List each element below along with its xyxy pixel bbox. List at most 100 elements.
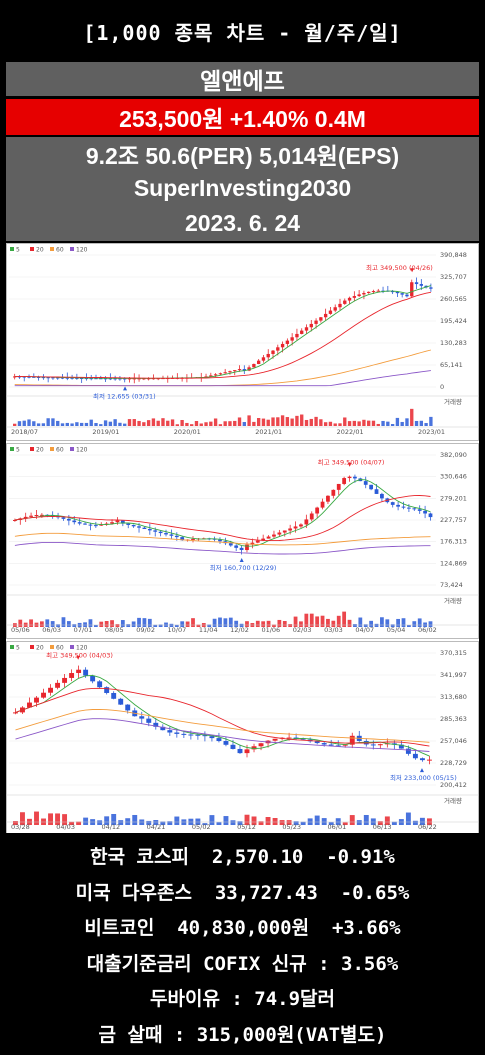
x-tick-label: 01/06 (261, 626, 280, 634)
candle (72, 520, 77, 523)
volume-bar (118, 422, 122, 426)
legend-swatch-ma60 (50, 645, 54, 649)
candle (250, 542, 255, 545)
candle (266, 536, 271, 539)
candle (132, 378, 136, 380)
candle (309, 513, 314, 520)
x-tick-label: 2019/01 (92, 428, 119, 436)
volume-bar (237, 821, 243, 825)
volume-bar (104, 816, 110, 825)
candle (293, 526, 298, 529)
volume-bar (191, 618, 195, 627)
candle (147, 529, 152, 531)
high-marker (410, 268, 415, 273)
candle (347, 476, 352, 479)
volume-bar (363, 814, 369, 825)
candle (252, 363, 256, 368)
volume-bar (353, 624, 357, 627)
volume-bar (204, 422, 208, 426)
candle (338, 303, 342, 308)
candle (261, 538, 266, 541)
legend-label-ma120: 120 (76, 447, 88, 454)
candle (104, 687, 110, 693)
candle (32, 376, 36, 378)
legend-label-ma5: 5 (16, 447, 20, 454)
volume-bar (158, 624, 163, 627)
candle (288, 528, 293, 531)
x-tick-label: 10/07 (168, 626, 187, 634)
charts-svg: 5 20 60 120 390,848 325,707 260,565 195,424 130,… (6, 243, 479, 833)
candle (271, 350, 275, 354)
candle (83, 669, 89, 676)
volume-bar (17, 421, 22, 426)
candle (223, 741, 229, 745)
candle (423, 510, 427, 514)
volume-bar (108, 421, 113, 426)
candle (110, 522, 114, 524)
volume-bar (153, 820, 159, 825)
volume-bar (309, 613, 314, 627)
candle (407, 507, 411, 509)
candle (239, 547, 244, 551)
low-marker (419, 768, 424, 773)
candle (331, 489, 336, 496)
candle (410, 282, 414, 297)
x-tick-label: 06/03 (42, 626, 61, 634)
candle (400, 293, 404, 295)
candle (90, 675, 96, 682)
candle (300, 330, 304, 334)
candle (56, 377, 60, 379)
volume-bar (321, 818, 327, 825)
candle (89, 378, 93, 380)
candle (419, 284, 423, 286)
candle (188, 734, 194, 736)
ma-line-ma20 (15, 687, 430, 747)
volume-bar (328, 421, 333, 426)
low-annotation: 최저 12,655 (03/31) (93, 391, 156, 400)
volume-bar (391, 821, 397, 825)
volume-bar (110, 620, 114, 627)
volume-bar (400, 421, 404, 426)
volume-bar (118, 820, 124, 825)
candle (414, 282, 419, 285)
candle (218, 373, 223, 375)
candle (352, 296, 357, 298)
y-tick-label: 341,997 (440, 671, 467, 679)
candle (326, 495, 330, 502)
volume-bar (412, 621, 417, 627)
volume-bar (180, 419, 184, 426)
candle (41, 377, 46, 379)
y-tick-label: 200,412 (440, 781, 467, 789)
candle (293, 737, 299, 739)
volume-bar (363, 624, 368, 627)
volume-bar (41, 423, 46, 426)
candle (362, 292, 366, 295)
volume-bar (13, 821, 18, 825)
candle (27, 702, 32, 708)
candle (23, 516, 28, 519)
candle (22, 376, 26, 378)
candle (66, 518, 71, 521)
legend-swatch-ma120 (70, 447, 74, 451)
volume-bar (300, 821, 306, 825)
candle (401, 506, 406, 508)
volume-bar (381, 420, 385, 426)
candle (266, 353, 270, 358)
volume-bar (331, 620, 336, 627)
candle (349, 735, 355, 745)
volume-bar (371, 420, 376, 426)
volume-bar (56, 624, 60, 627)
volume-bar (48, 813, 53, 825)
legend-swatch-ma20 (30, 447, 34, 451)
volume-bar (161, 418, 165, 426)
legend-swatch-ma5 (10, 645, 14, 649)
y-tick-label: 370,315 (440, 649, 467, 657)
candle (370, 744, 376, 746)
candle (55, 682, 61, 688)
volume-bar (347, 421, 352, 426)
volume-bar (196, 624, 201, 627)
volume-bar (88, 619, 93, 627)
candle (223, 372, 227, 374)
volume-bar (13, 423, 17, 426)
candle (131, 524, 136, 527)
